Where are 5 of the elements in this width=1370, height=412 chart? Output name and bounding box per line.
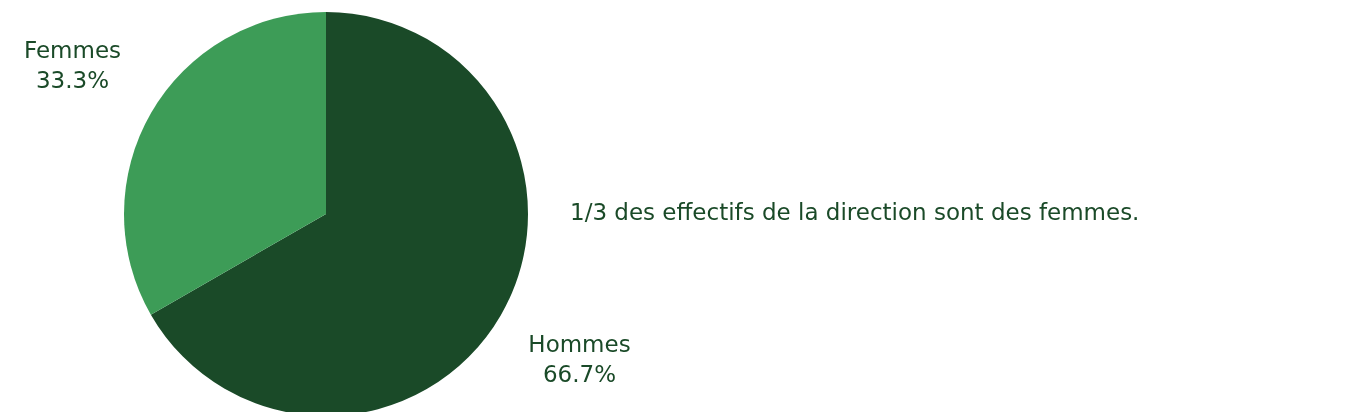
slice-label: Femmes xyxy=(23,37,122,64)
text: 1/3 des effectifs de la direction sont des femmes. xyxy=(570,199,1140,225)
data-label: 66.7% xyxy=(542,360,617,387)
slice-label: Hommes xyxy=(528,330,631,357)
data-label: 33.3% xyxy=(35,67,110,94)
